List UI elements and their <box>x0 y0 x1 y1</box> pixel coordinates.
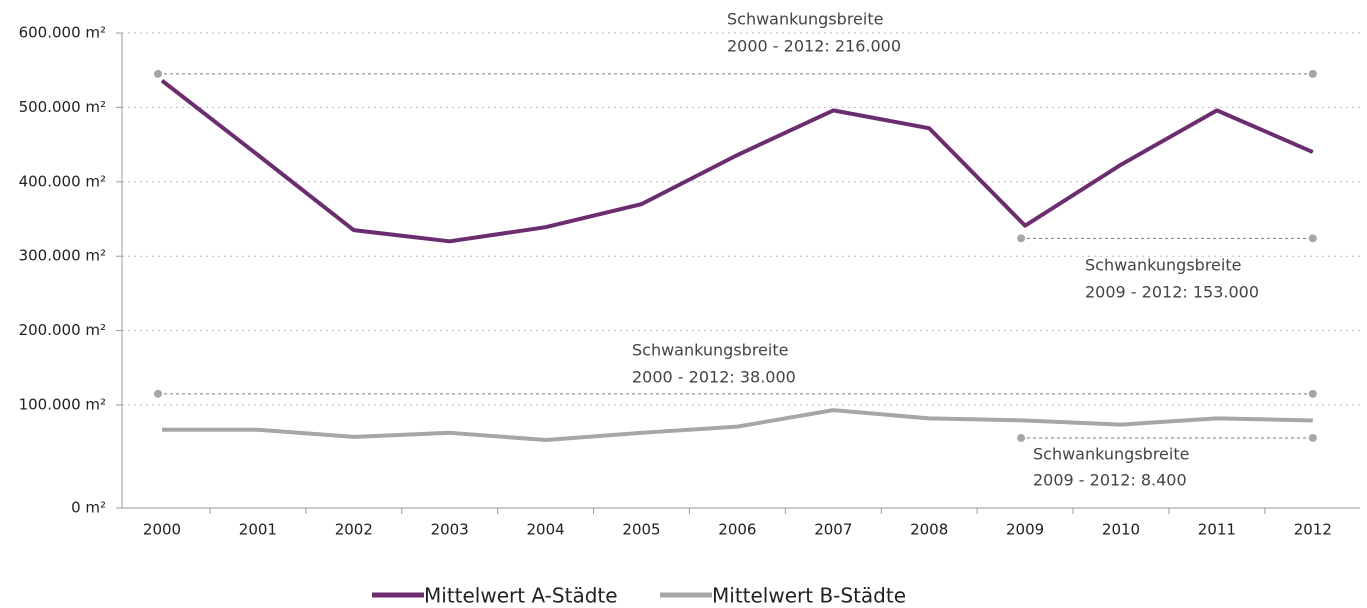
range-annotation: 2000 - 2012: 38.000 <box>632 368 796 387</box>
range-dot <box>1308 433 1317 442</box>
x-tick-label: 2004 <box>527 521 565 539</box>
range-annotation: Schwankungsbreite <box>1033 445 1189 464</box>
x-tick-label: 2009 <box>1006 521 1044 539</box>
y-tick-label: 300.000 m² <box>19 247 106 265</box>
x-tick-label: 2012 <box>1294 521 1332 539</box>
range-annotation: Schwankungsbreite <box>727 10 883 29</box>
x-tick-label: 2010 <box>1102 521 1140 539</box>
x-tick-label: 2001 <box>239 521 277 539</box>
y-tick-label: 100.000 m² <box>19 396 106 414</box>
series-line <box>162 408 1313 443</box>
series-line <box>160 79 1314 244</box>
y-tick-label: 0 m² <box>71 499 106 517</box>
range-dot <box>154 389 162 398</box>
y-tick-label: 600.000 m² <box>19 24 106 42</box>
x-tick-label: 2007 <box>814 521 852 539</box>
legend-label: Mittelwert B-Städte <box>712 584 906 608</box>
range-dot <box>1308 234 1317 243</box>
y-tick-label: 400.000 m² <box>19 172 106 190</box>
range-dot <box>1017 433 1026 442</box>
range-dot <box>1308 69 1317 78</box>
range-annotation: Schwankungsbreite <box>1085 256 1241 275</box>
range-annotation: 2009 - 2012: 153.000 <box>1085 283 1259 302</box>
x-tick-label: 2002 <box>335 521 373 539</box>
x-tick-label: 2011 <box>1198 521 1236 539</box>
legend-label: Mittelwert A-Städte <box>424 584 618 608</box>
range-annotation: 2000 - 2012: 216.000 <box>727 37 901 56</box>
x-tick-label: 2008 <box>910 521 948 539</box>
x-tick-label: 2005 <box>622 521 660 539</box>
range-annotation: Schwankungsbreite <box>632 341 788 360</box>
range-dot <box>1308 389 1317 398</box>
range-annotation: 2009 - 2012: 8.400 <box>1033 471 1187 490</box>
range-dot <box>154 69 162 78</box>
y-tick-label: 200.000 m² <box>19 321 106 339</box>
x-tick-label: 2006 <box>718 521 756 539</box>
x-tick-label: 2000 <box>143 521 181 539</box>
x-tick-label: 2003 <box>431 521 469 539</box>
y-tick-label: 500.000 m² <box>19 98 106 116</box>
range-dot <box>1017 234 1026 243</box>
